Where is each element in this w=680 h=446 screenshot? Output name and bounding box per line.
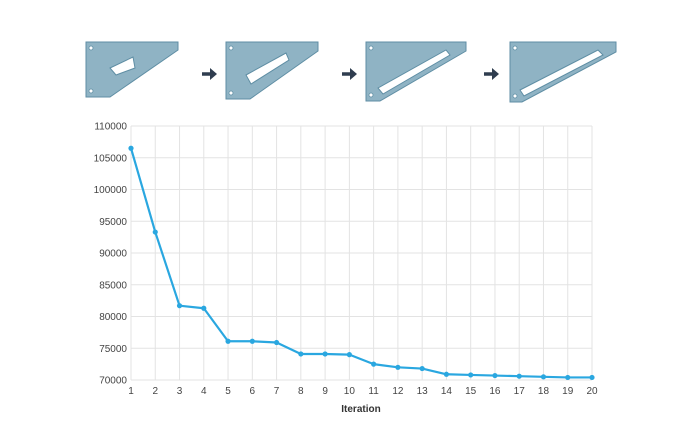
x-axis-label: Iteration xyxy=(341,404,380,415)
data-point xyxy=(565,374,571,381)
y-tick-label: 110000 xyxy=(94,122,127,133)
optimized-shape-iteration-1 xyxy=(85,41,179,98)
x-tick-label: 2 xyxy=(152,386,158,397)
y-tick-label: 95000 xyxy=(99,217,127,228)
x-tick-label: 17 xyxy=(514,386,526,397)
data-point xyxy=(152,229,158,235)
y-tick-label: 80000 xyxy=(99,312,127,323)
x-tick-label: 3 xyxy=(177,386,183,397)
x-tick-label: 12 xyxy=(392,386,404,397)
objective-line-chart: 1100001050001000009500090000850008000075… xyxy=(94,122,598,416)
y-axis-ticks: 110000 105000 100000 95000 90000 85000 80000 75… xyxy=(94,122,128,387)
data-point xyxy=(128,145,134,151)
data-point xyxy=(249,338,255,344)
y-tick-label: 85000 xyxy=(99,280,127,291)
x-tick-label: 4 xyxy=(201,386,207,397)
x-tick-label: 6 xyxy=(250,386,256,397)
shape-evolution-row xyxy=(85,41,617,103)
x-tick-label: 1 xyxy=(128,386,134,397)
x-tick-label: 5 xyxy=(225,386,231,397)
right-arrow-icon xyxy=(484,68,499,80)
optimized-shape-iteration-2 xyxy=(225,41,319,100)
optimized-shape-iteration-4 xyxy=(509,41,617,103)
data-point xyxy=(540,374,547,380)
x-tick-label: 20 xyxy=(586,386,598,397)
optimized-shape-iteration-3 xyxy=(365,41,467,102)
right-arrow-icon xyxy=(202,68,217,80)
data-point xyxy=(201,305,207,311)
series-group xyxy=(128,145,595,381)
x-tick-label: 13 xyxy=(417,386,429,397)
y-tick-label: 75000 xyxy=(99,344,127,355)
chart-grid xyxy=(130,125,593,381)
data-point xyxy=(371,361,377,367)
x-tick-label: 9 xyxy=(322,386,328,397)
x-tick-label: 19 xyxy=(562,386,574,397)
x-tick-label: 11 xyxy=(368,386,379,397)
x-tick-label: 15 xyxy=(465,386,477,397)
x-axis-ticks: 1 2 3 4 5 6 7 8 9 10 11 12 13 14 15 16 17 18 19 20 xyxy=(128,386,598,397)
series-line xyxy=(129,147,592,379)
y-tick-label: 105000 xyxy=(94,153,128,164)
data-point xyxy=(322,351,328,357)
x-tick-label: 8 xyxy=(298,386,304,397)
x-tick-label: 14 xyxy=(441,386,453,397)
data-point xyxy=(492,372,498,379)
x-tick-label: 10 xyxy=(344,386,356,397)
data-point xyxy=(419,365,425,372)
x-tick-label: 18 xyxy=(538,386,550,397)
data-point xyxy=(468,372,474,378)
y-tick-label: 90000 xyxy=(99,249,127,260)
right-arrow-icon xyxy=(342,68,357,80)
data-point xyxy=(273,339,280,346)
x-tick-label: 7 xyxy=(274,386,280,397)
y-tick-label: 70000 xyxy=(99,376,127,387)
data-point xyxy=(395,364,401,370)
data-point xyxy=(443,371,450,377)
data-point xyxy=(298,351,304,357)
data-point xyxy=(516,373,522,379)
data-point xyxy=(225,338,231,344)
y-tick-label: 100000 xyxy=(94,185,128,196)
x-tick-label: 16 xyxy=(489,386,501,397)
data-point xyxy=(346,352,352,358)
data-point xyxy=(176,303,183,309)
data-point xyxy=(589,374,595,381)
